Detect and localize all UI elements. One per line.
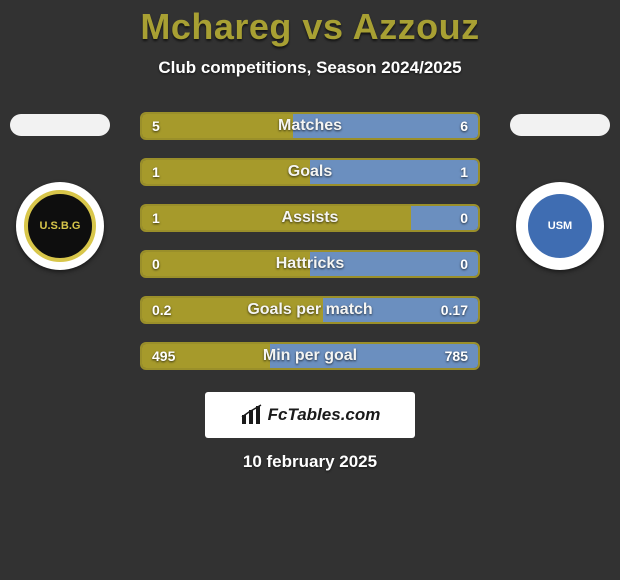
stat-row: Hattricks00	[140, 250, 480, 278]
left-crest: U.S.B.G	[16, 182, 104, 270]
brand-logo-icon	[240, 404, 262, 426]
date-text: 10 february 2025	[243, 452, 377, 472]
comparison-stage: U.S.B.G USM Matches56 Goals11 Assists10 Hat…	[0, 112, 620, 370]
right-crest: USM	[516, 182, 604, 270]
right-flag-half-1	[510, 114, 560, 136]
stat-fill-right	[293, 114, 478, 138]
stat-row: Matches56	[140, 112, 480, 140]
left-flag-half-1	[10, 114, 60, 136]
right-crest-inner: USM	[524, 190, 596, 262]
stat-row: Min per goal495785	[140, 342, 480, 370]
stat-row: Goals11	[140, 158, 480, 186]
bars-container: Matches56 Goals11 Assists10 Hattricks00 Goal…	[140, 112, 480, 370]
brand-text: FcTables.com	[268, 405, 381, 425]
right-flag-half-2	[560, 114, 610, 136]
page-title: Mchareg vs Azzouz	[140, 6, 479, 48]
stat-fill-left	[142, 114, 293, 138]
content-root: Mchareg vs Azzouz Club competitions, Sea…	[0, 0, 620, 580]
right-flag	[510, 114, 610, 136]
stat-fill-left	[142, 206, 411, 230]
right-crest-initials: USM	[548, 220, 572, 232]
subtitle: Club competitions, Season 2024/2025	[158, 58, 461, 78]
stat-fill-left	[142, 160, 310, 184]
stat-fill-right	[270, 344, 478, 368]
stat-fill-right	[323, 298, 478, 322]
stat-row: Goals per match0.20.17	[140, 296, 480, 324]
stat-fill-left	[142, 298, 323, 322]
stat-fill-right	[310, 160, 478, 184]
brand-badge: FcTables.com	[205, 392, 415, 438]
left-crest-initials: U.S.B.G	[40, 220, 81, 232]
left-flag-half-2	[60, 114, 110, 136]
left-flag	[10, 114, 110, 136]
stat-row: Assists10	[140, 204, 480, 232]
stat-fill-right	[310, 252, 478, 276]
stat-fill-left	[142, 344, 270, 368]
stat-fill-left	[142, 252, 310, 276]
left-crest-inner: U.S.B.G	[24, 190, 96, 262]
stat-fill-right	[411, 206, 478, 230]
